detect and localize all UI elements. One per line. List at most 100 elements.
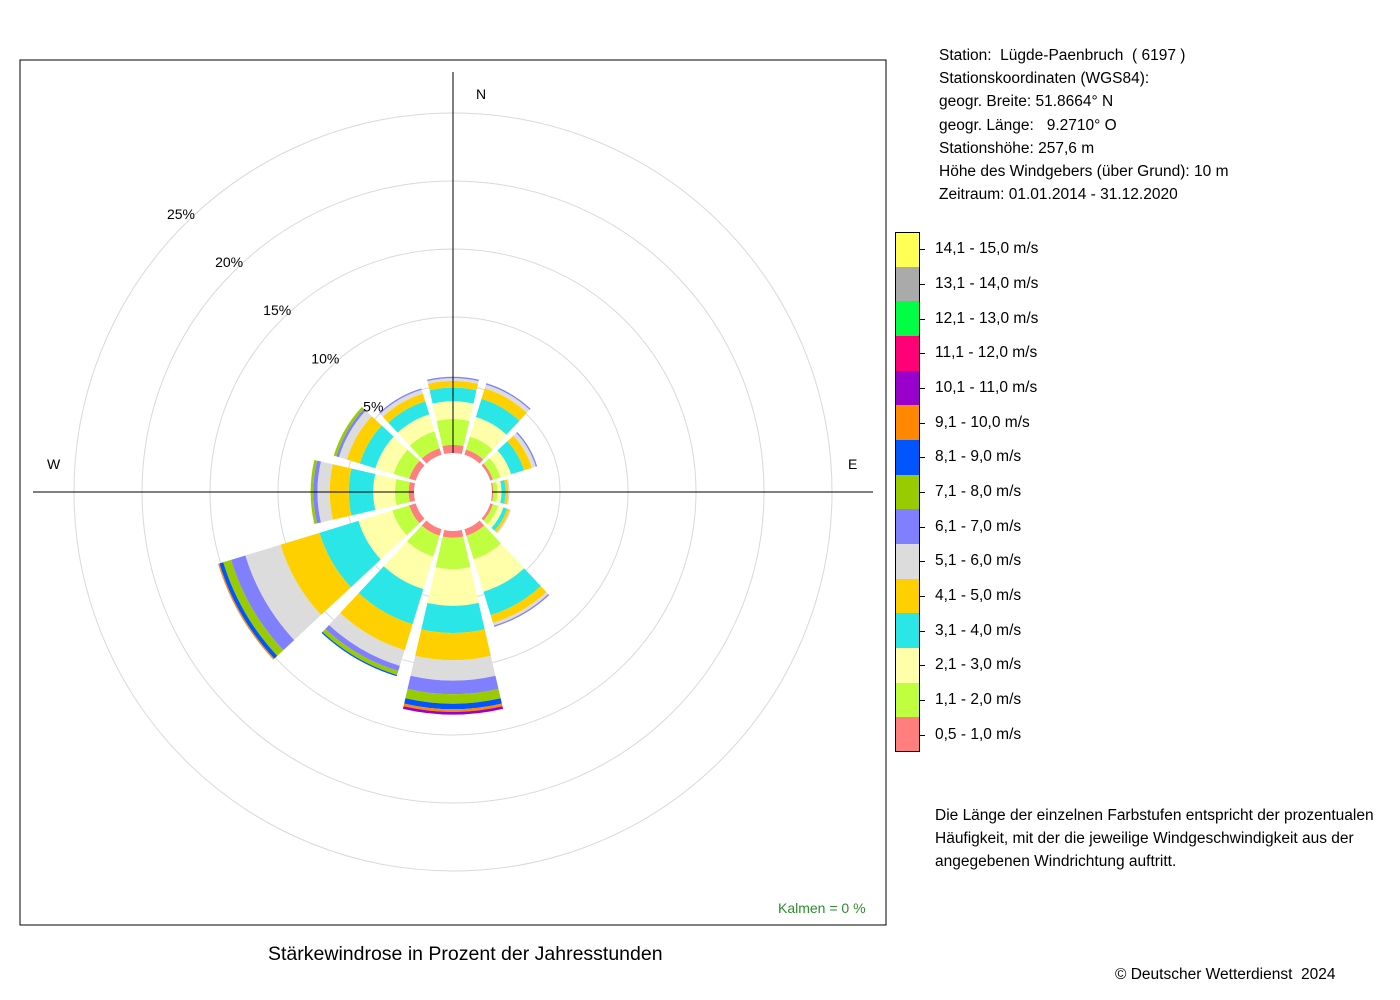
- legend-item: 0,5 - 1,0 m/s: [895, 717, 1255, 752]
- rose-segment-300-class-2: [375, 436, 408, 474]
- legend-tick: [919, 457, 925, 459]
- rose-segment-150-class-5: [493, 592, 549, 626]
- rose-segment-150-class-1: [466, 525, 501, 560]
- rose-segment-180-class-6: [407, 675, 499, 695]
- rose-segment-30-class-6: [485, 383, 531, 410]
- rose-segment-240-class-8: [219, 562, 278, 659]
- legend-label: 8,1 - 9,0 m/s: [935, 448, 1022, 466]
- chart-caption: Stärkewindrose in Prozent der Jahresstun…: [268, 943, 663, 965]
- rose-segment-210-class-4: [340, 593, 413, 651]
- ring-label: 10%: [311, 350, 339, 366]
- legend-label: 11,1 - 12,0 m/s: [935, 344, 1038, 362]
- rose-segment-210-class-2: [383, 541, 434, 590]
- rose-segment-180-class-4: [415, 629, 491, 661]
- rose-segment-120-class-4: [494, 508, 510, 533]
- legend-item: 5,1 - 6,0 m/s: [895, 544, 1255, 579]
- rose-segment-30-class-5: [484, 384, 530, 413]
- rose-segment-180-class-0: [442, 530, 464, 538]
- legend-swatch: [896, 336, 919, 371]
- rose-segment-30-class-1: [465, 436, 493, 460]
- time-period: Zeitraum: 01.01.2014 - 31.12.2020: [939, 186, 1178, 204]
- station-info: Station: Lügde-Paenbruch ( 6197 ) Statio…: [939, 44, 1228, 206]
- rose-segment-240-class-1: [392, 505, 420, 536]
- legend-item: 3,1 - 4,0 m/s: [895, 613, 1255, 648]
- ring-label: 25%: [167, 206, 195, 222]
- legend-tick: [919, 353, 925, 355]
- rose-segment-180-class-9: [403, 703, 503, 712]
- rose-segment-240-class-4: [280, 532, 351, 616]
- legend-swatch: [896, 405, 919, 440]
- ring-label: 5%: [363, 398, 383, 414]
- rose-segment-210-class-5: [329, 613, 405, 666]
- legend-label: 9,1 - 10,0 m/s: [935, 413, 1030, 431]
- legend-swatch: [896, 509, 919, 544]
- station-name: Station: Lügde-Paenbruch ( 6197 ): [939, 47, 1186, 64]
- legend-label: 2,1 - 3,0 m/s: [935, 656, 1022, 674]
- legend-tick: [919, 318, 925, 320]
- rose-segment-330-class-4: [382, 393, 426, 423]
- legend-item: 6,1 - 7,0 m/s: [895, 509, 1255, 544]
- sensor-height: Höhe des Windgebers (über Grund): 10 m: [939, 163, 1229, 181]
- rose-segment-30-class-4: [481, 388, 527, 421]
- rose-segment-150-class-3: [483, 568, 541, 616]
- rose-segment-210-class-0: [421, 520, 442, 536]
- rose-segment-330-class-2: [397, 414, 435, 446]
- legend-item: 4,1 - 5,0 m/s: [895, 578, 1255, 614]
- legend-label: 12,1 - 13,0 m/s: [935, 309, 1039, 327]
- rose-segment-60-class-6: [516, 432, 538, 467]
- legend-swatch: [896, 544, 919, 579]
- legend-swatch: [896, 682, 919, 718]
- station-latitude: geogr. Breite: 51.8664° N: [939, 93, 1114, 111]
- legend-tick: [919, 595, 925, 597]
- legend-item: 7,1 - 8,0 m/s: [895, 474, 1255, 510]
- rose-segment-60-class-4: [507, 435, 532, 471]
- legend-item: 8,1 - 9,0 m/s: [895, 440, 1255, 475]
- station-elevation: Stationshöhe: 257,6 m: [939, 139, 1095, 157]
- legend-label: 0,5 - 1,0 m/s: [935, 725, 1022, 743]
- rose-segment-300-class-6: [336, 408, 366, 458]
- rose-segment-180-class-3: [421, 602, 485, 634]
- legend-swatch: [896, 301, 919, 336]
- legend-label: 7,1 - 8,0 m/s: [935, 482, 1022, 500]
- legend-swatch: [896, 648, 919, 683]
- axis-label-east: E: [848, 456, 857, 472]
- ring-label: 20%: [215, 254, 243, 270]
- legend-tick: [919, 734, 925, 736]
- legend-tick: [919, 526, 925, 528]
- legend-item: 12,1 - 13,0 m/s: [895, 301, 1255, 336]
- legend-item: 11,1 - 12,0 m/s: [895, 336, 1255, 371]
- legend-label: 10,1 - 11,0 m/s: [935, 378, 1038, 396]
- rose-segment-60-class-5: [513, 432, 536, 468]
- legend-tick: [919, 283, 925, 285]
- rose-segment-120-class-2: [487, 505, 504, 528]
- rose-segment-60-class-1: [483, 457, 501, 480]
- legend-item: 1,1 - 2,0 m/s: [895, 682, 1255, 718]
- rose-segment-0-class-5: [427, 378, 479, 384]
- legend-tick: [919, 491, 925, 493]
- rose-segment-150-class-0: [464, 520, 485, 536]
- station-longitude: geogr. Länge: 9.2710° O: [939, 116, 1117, 134]
- copyright: © Deutscher Wetterdienst 2024: [1115, 966, 1336, 983]
- rose-segment-180-class-2: [427, 567, 479, 606]
- legend-tick: [919, 561, 925, 563]
- rose-segment-30-class-3: [475, 398, 520, 435]
- rose-segment-240-class-6: [231, 555, 295, 651]
- rose-segment-330-class-6: [379, 388, 422, 414]
- rose-segment-300-class-4: [346, 416, 382, 464]
- description-line: angegebenen Windrichtung auftritt.: [935, 853, 1177, 870]
- legend-swatch: [896, 578, 919, 614]
- rose-segment-240-class-5: [245, 544, 322, 641]
- legend-swatch: [896, 232, 919, 267]
- rose-segment-150-class-4: [490, 586, 547, 623]
- legend-description: Die Länge der einzelnen Farbstufen entsp…: [935, 804, 1374, 873]
- rose-segment-150-class-2: [473, 543, 525, 592]
- rose-segment-120-class-1: [483, 504, 499, 525]
- rose-segment-240-class-7: [223, 559, 284, 656]
- legend-swatch: [896, 613, 919, 648]
- rose-segment-240-class-3: [319, 520, 381, 588]
- rose-segment-30-class-2: [469, 416, 507, 450]
- rose-segment-120-class-5: [496, 509, 512, 534]
- rose-segment-210-class-3: [358, 566, 424, 625]
- rose-segment-60-class-3: [497, 441, 525, 475]
- rose-segment-300-class-5: [338, 410, 372, 460]
